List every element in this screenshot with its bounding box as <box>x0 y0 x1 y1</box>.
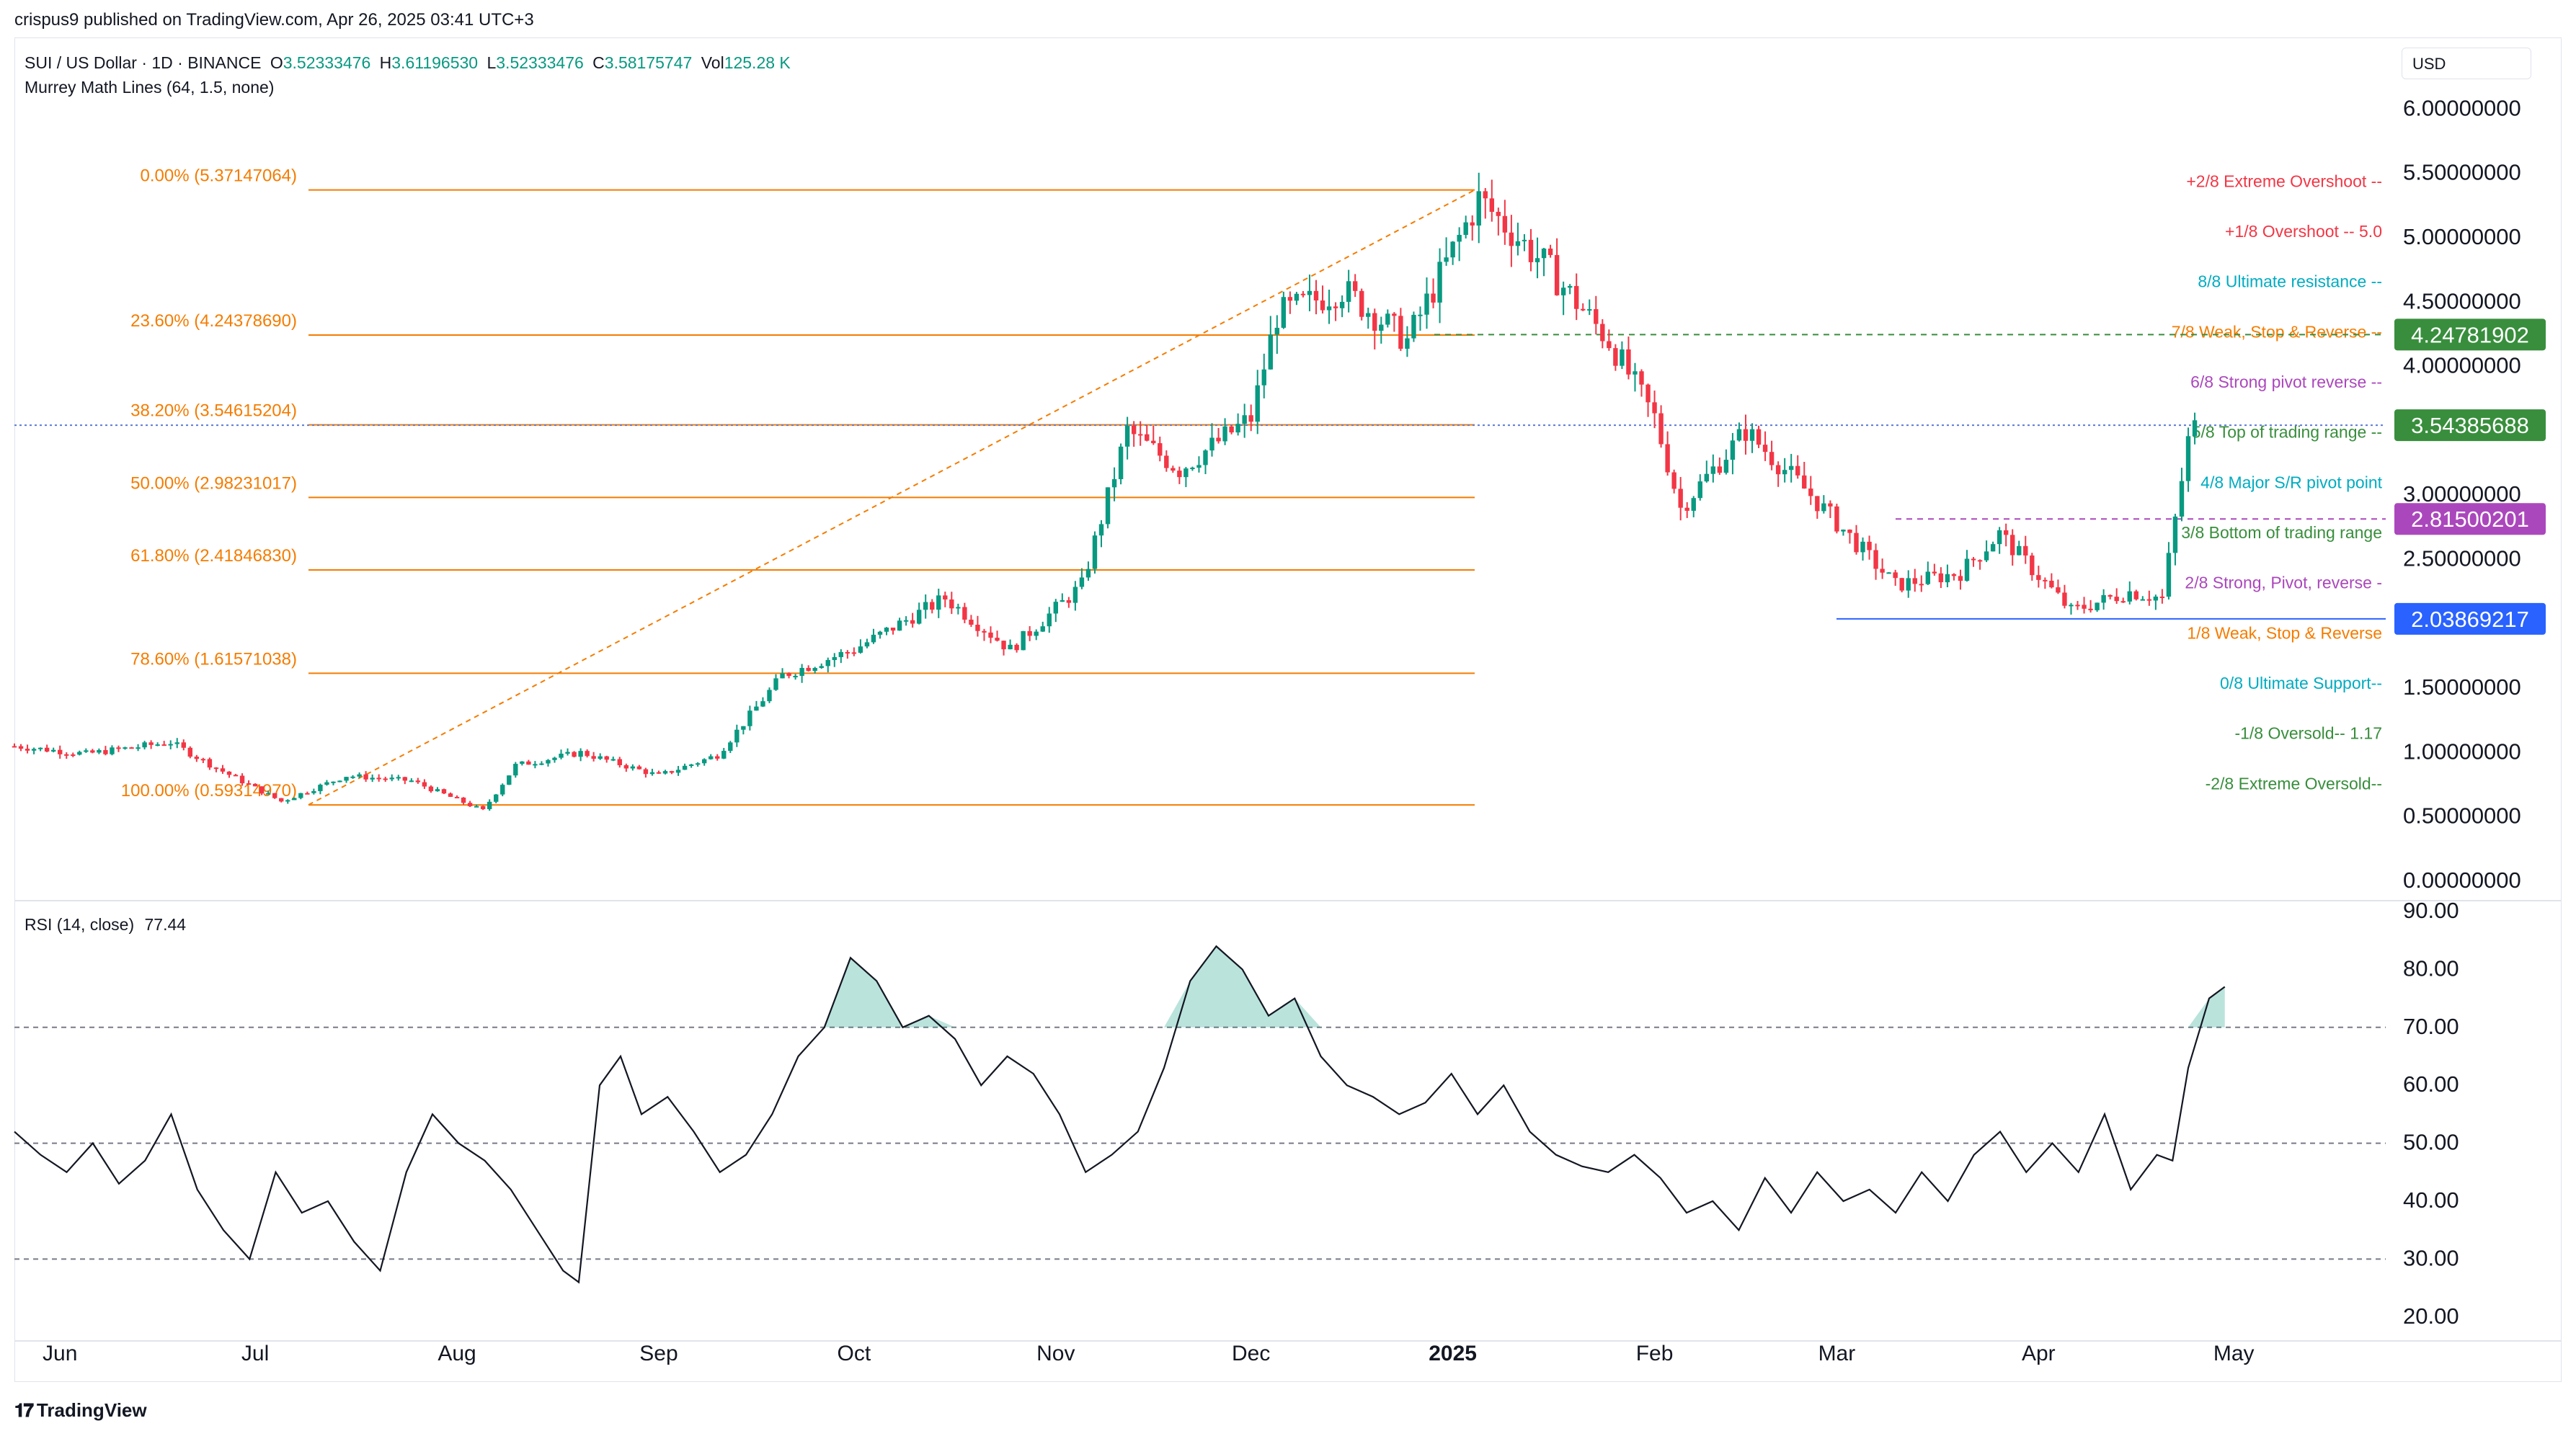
symbol-title[interactable]: SUI / US Dollar · 1D · BINANCE <box>25 53 262 72</box>
vol-label: Vol <box>701 53 724 72</box>
close-value: 3.58175747 <box>604 53 693 72</box>
high-label: H <box>379 53 392 72</box>
publish-info: crispus9 published on TradingView.com, A… <box>14 10 534 30</box>
currency-selector[interactable]: USD <box>2402 48 2531 79</box>
close-label: C <box>592 53 605 72</box>
chart-frame[interactable] <box>14 37 2562 1382</box>
open-label: O <box>270 53 283 72</box>
tradingview-logo[interactable]: 𝟏𝟕 TradingView <box>14 1399 147 1421</box>
indicator-title[interactable]: Murrey Math Lines (64, 1.5, none) <box>25 78 275 97</box>
vol-value: 125.28 K <box>724 53 791 72</box>
low-value: 3.52333476 <box>496 53 584 72</box>
low-label: L <box>487 53 497 72</box>
open-value: 3.52333476 <box>283 53 371 72</box>
tradingview-icon: 𝟏𝟕 <box>14 1399 34 1421</box>
ohlc-line: SUI / US Dollar · 1D · BINANCE O3.523334… <box>25 50 791 75</box>
rsi-legend[interactable]: RSI (14, close) 77.44 <box>25 915 186 935</box>
rsi-label: RSI (14, close) <box>25 915 135 934</box>
high-value: 3.61196530 <box>391 53 479 72</box>
rsi-value: 77.44 <box>144 915 187 934</box>
chart-legend: SUI / US Dollar · 1D · BINANCE O3.523334… <box>25 50 791 99</box>
